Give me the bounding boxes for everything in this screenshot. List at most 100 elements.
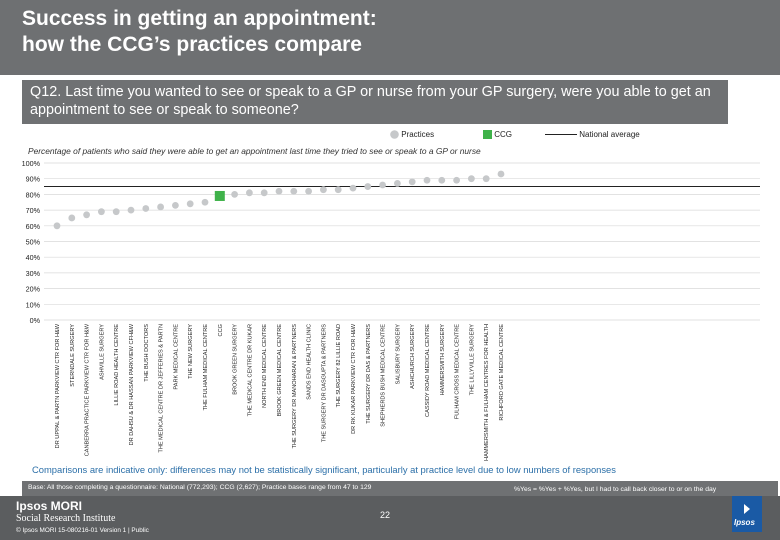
y-tick-label: 100%: [22, 159, 41, 168]
footer: Ipsos MORI Social Research Institute © I…: [0, 496, 780, 540]
x-category-label: SALISBURY SURGERY: [395, 324, 401, 385]
practice-point: [53, 222, 61, 230]
practice-point: [127, 206, 135, 214]
x-category-label: THE MEDICAL CENTRE DR JEFFERIES & PARTN: [159, 324, 165, 453]
base-band: Base: All those completing a questionnai…: [22, 481, 778, 496]
base-note: Base: All those completing a questionnai…: [28, 484, 372, 491]
practice-point: [349, 184, 357, 192]
header-band: [0, 0, 780, 75]
practice-point: [305, 187, 312, 195]
practice-point: [290, 187, 298, 195]
practice-point: [201, 198, 209, 206]
page-number: 22: [380, 510, 391, 520]
practice-point: [497, 170, 505, 178]
practice-point: [275, 187, 283, 195]
x-category-label: THE NEW SURGERY: [188, 324, 194, 379]
x-category-label: DR UPPAL & PARTN PARKVIEW CTR FOR H&W: [55, 323, 61, 448]
practice-point: [482, 175, 490, 183]
x-category-label: THE SURGERY DR DAS & PARTNERS: [366, 324, 372, 424]
y-tick-label: 0%: [30, 316, 41, 325]
y-tick-label: 70%: [26, 206, 41, 215]
x-category-label: CCG: [218, 324, 224, 336]
practice-point: [186, 200, 194, 208]
practice-point: [438, 176, 446, 184]
legend-ccg: CCG: [483, 130, 513, 140]
practice-point: [157, 203, 165, 211]
ipsos-corner-logo: Ipsos: [732, 496, 762, 532]
x-category-label: THE LILLYVILLE SURGERY: [469, 324, 475, 396]
x-category-label: HAMMERSMITH & FULHAM CENTRES FOR HEALTH: [484, 324, 490, 461]
y-tick-label: 60%: [26, 222, 41, 231]
legend-ccg-label: CCG: [494, 130, 513, 139]
x-category-label: RICHFORD GATE MEDICAL CENTRE: [499, 324, 505, 421]
legend-practices: Practices: [390, 130, 435, 140]
practice-point: [246, 189, 253, 197]
practice-point: [408, 178, 416, 186]
legend-ccg-square: [483, 130, 492, 140]
comparison-note: Comparisons are indicative only: differe…: [32, 464, 616, 475]
question-band: Q12. Last time you wanted to see or spea…: [22, 80, 728, 124]
x-category-label: SHEPHERDS BUSH MEDICAL CENTRE: [381, 324, 387, 427]
x-category-label: CANBERRA PRACTICE PARKVIEW CTR FOR H&W: [85, 323, 91, 456]
legend-national-line: [545, 134, 577, 136]
practice-point: [112, 208, 120, 216]
x-category-label: THE SURGERY 82 LILLIE ROAD: [336, 324, 342, 407]
practice-point: [379, 181, 386, 189]
x-category-label: THE SURGERY DR MANOHARAN & PARTNERS: [292, 324, 298, 449]
yes-definition: %Yes = %Yes + %Yes, but I had to call ba…: [514, 486, 717, 493]
y-tick-label: 10%: [26, 300, 41, 309]
question-text: Q12. Last time you wanted to see or spea…: [30, 84, 711, 118]
x-category-label: HAMMERSMITH SURGERY: [440, 324, 446, 396]
y-tick-label: 80%: [26, 190, 41, 199]
y-tick-label: 50%: [26, 238, 41, 247]
chart: 0% 10% 20% 30% 40% 50% 60% 70% 80% 90% 100% DR UPPA…: [22, 159, 760, 461]
x-category-label: THE BUSH DOCTORS: [144, 324, 150, 382]
x-category-label: FULHAM CROSS MEDICAL CENTRE: [455, 324, 461, 419]
practice-point: [142, 205, 150, 212]
x-category-label: PARK MEDICAL CENTRE: [173, 324, 179, 390]
ipsos-subtitle: Social Research Institute: [16, 513, 116, 524]
ccg-point: [214, 190, 225, 201]
x-category-label: STERNDALE SURGERY: [70, 324, 76, 387]
practice-point: [231, 191, 239, 198]
practice-point: [68, 214, 76, 222]
practice-point: [453, 176, 460, 184]
x-category-label: THE SURGERY DR DASGUPTA & PARTNERS: [321, 324, 327, 442]
chart-subtitle: Percentage of patients who said they wer…: [28, 146, 481, 156]
x-category-label: DR RK KUKAR PARKVIEW CTR FOR H&W: [351, 323, 357, 434]
x-category-label: DR DAHSU & DR HASSAN PARKVIEW CFH&W: [129, 323, 135, 445]
title-line-2: how the CCG’s practices compare: [22, 33, 362, 56]
y-tick-label: 90%: [26, 175, 41, 184]
x-category-label: ASHVILLE SURGERY: [99, 324, 105, 380]
practice-point: [260, 189, 268, 197]
ipsos-mori-logo: Ipsos MORI: [16, 499, 83, 513]
legend-practices-dot: [390, 130, 399, 140]
slide-title: Success in getting an appointment: how t…: [22, 6, 377, 58]
practice-point: [172, 201, 179, 209]
y-tick-label: 30%: [26, 269, 41, 278]
legend-national: National average: [545, 130, 640, 139]
x-category-label: THE FULHAM MEDICAL CENTRE: [203, 324, 209, 411]
x-category-label: CASSIDY ROAD MEDICAL CENTRE: [425, 324, 431, 417]
x-category-label: BROOK GREEN MEDICAL CENTRE: [277, 324, 283, 417]
practice-point: [320, 186, 327, 194]
play-icon: [744, 504, 750, 514]
practice-point: [468, 175, 475, 183]
copyright: © Ipsos MORI 15-080216-01 Version 1 | Pu…: [16, 527, 149, 534]
practice-point: [423, 176, 431, 184]
x-category-label: SANDS END HEALTH CLINIC: [307, 324, 313, 400]
practice-point: [394, 180, 401, 187]
practice-point: [364, 183, 372, 190]
title-line-1: Success in getting an appointment:: [22, 7, 377, 30]
x-category-label: LILLIE ROAD HEALTH CENTRE: [114, 324, 120, 406]
legend-practices-label: Practices: [401, 130, 435, 139]
x-category-label: THE MEDICAL CENTRE DR KUKAR: [247, 324, 253, 416]
legend-national-label: National average: [579, 130, 640, 139]
practice-point: [334, 186, 342, 194]
corner-logo-text: Ipsos: [734, 518, 755, 527]
practice-point: [83, 211, 90, 219]
x-category-label: BROOK GREEN SURGERY: [233, 324, 239, 395]
y-tick-label: 40%: [26, 253, 41, 262]
practice-point: [98, 208, 105, 216]
x-category-label: NORTH END MEDICAL CENTRE: [262, 324, 268, 408]
